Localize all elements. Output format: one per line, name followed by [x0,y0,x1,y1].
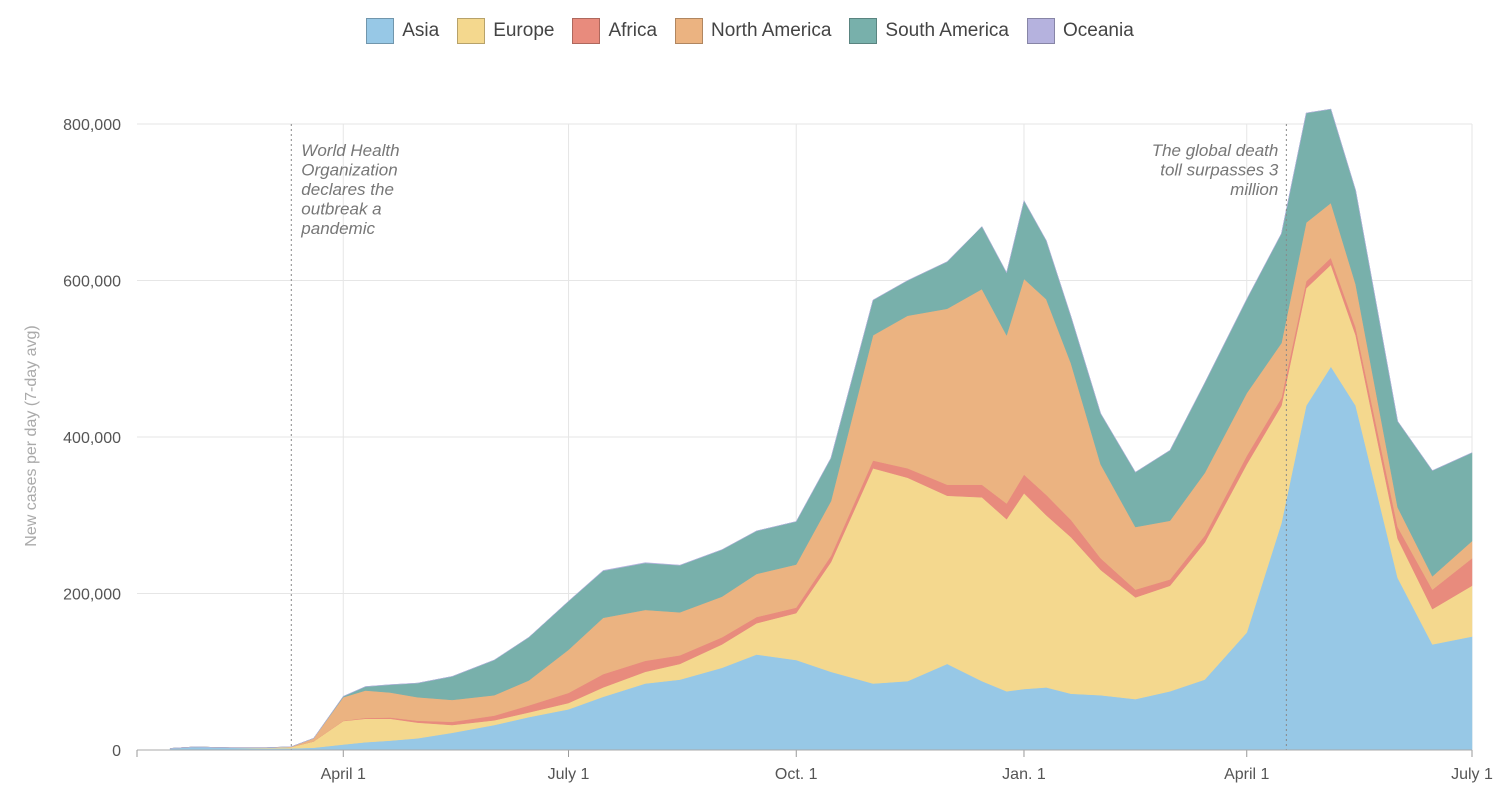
axes: 0 200,000 400,000 600,000 800,000 April 1 July… [63,117,1493,783]
legend-item-asia: Asia [366,18,439,44]
x-tick-label: July 1 [548,766,590,783]
legend-item-europe: Europe [457,18,554,44]
y-axis-label: New cases per day (7-day avg) [23,325,40,546]
annotation-text: The global death toll surpasses 3 million [1152,141,1279,199]
legend-item-north-america: North America [675,18,831,44]
y-tick-label: 400,000 [63,430,121,447]
annotations: World Health Organization declares the outb… [290,124,1287,750]
y-tick-label: 200,000 [63,587,121,604]
legend-swatch [849,18,878,44]
legend-item-south-america: South America [849,18,1009,44]
legend-label: North America [711,20,832,41]
area-oceania [169,108,1473,749]
legend-swatch [675,18,704,44]
y-tick-label: 0 [112,743,121,760]
legend: Asia Europe Africa North America South Ameri… [0,18,1500,44]
x-tick-label: April 1 [1224,766,1269,783]
x-tick-label: July 1 [1451,766,1493,783]
y-tick-label: 600,000 [63,274,121,291]
legend-item-africa: Africa [572,18,657,44]
legend-item-oceania: Oceania [1027,18,1134,44]
annotation-text: World Health Organization declares the outb… [300,141,399,238]
legend-label: Europe [493,20,555,41]
x-tick-label: Jan. 1 [1002,766,1046,783]
legend-label: Oceania [1063,20,1134,41]
x-tick-label: April 1 [321,766,366,783]
series-areas [169,108,1473,751]
legend-label: Africa [608,20,658,41]
x-tick-label: Oct. 1 [775,766,818,783]
legend-label: Asia [402,20,440,41]
legend-label: South America [885,20,1009,41]
legend-swatch [572,18,601,44]
legend-swatch [457,18,486,44]
legend-swatch [366,18,395,44]
legend-swatch [1027,18,1055,44]
y-tick-label: 800,000 [63,117,121,134]
